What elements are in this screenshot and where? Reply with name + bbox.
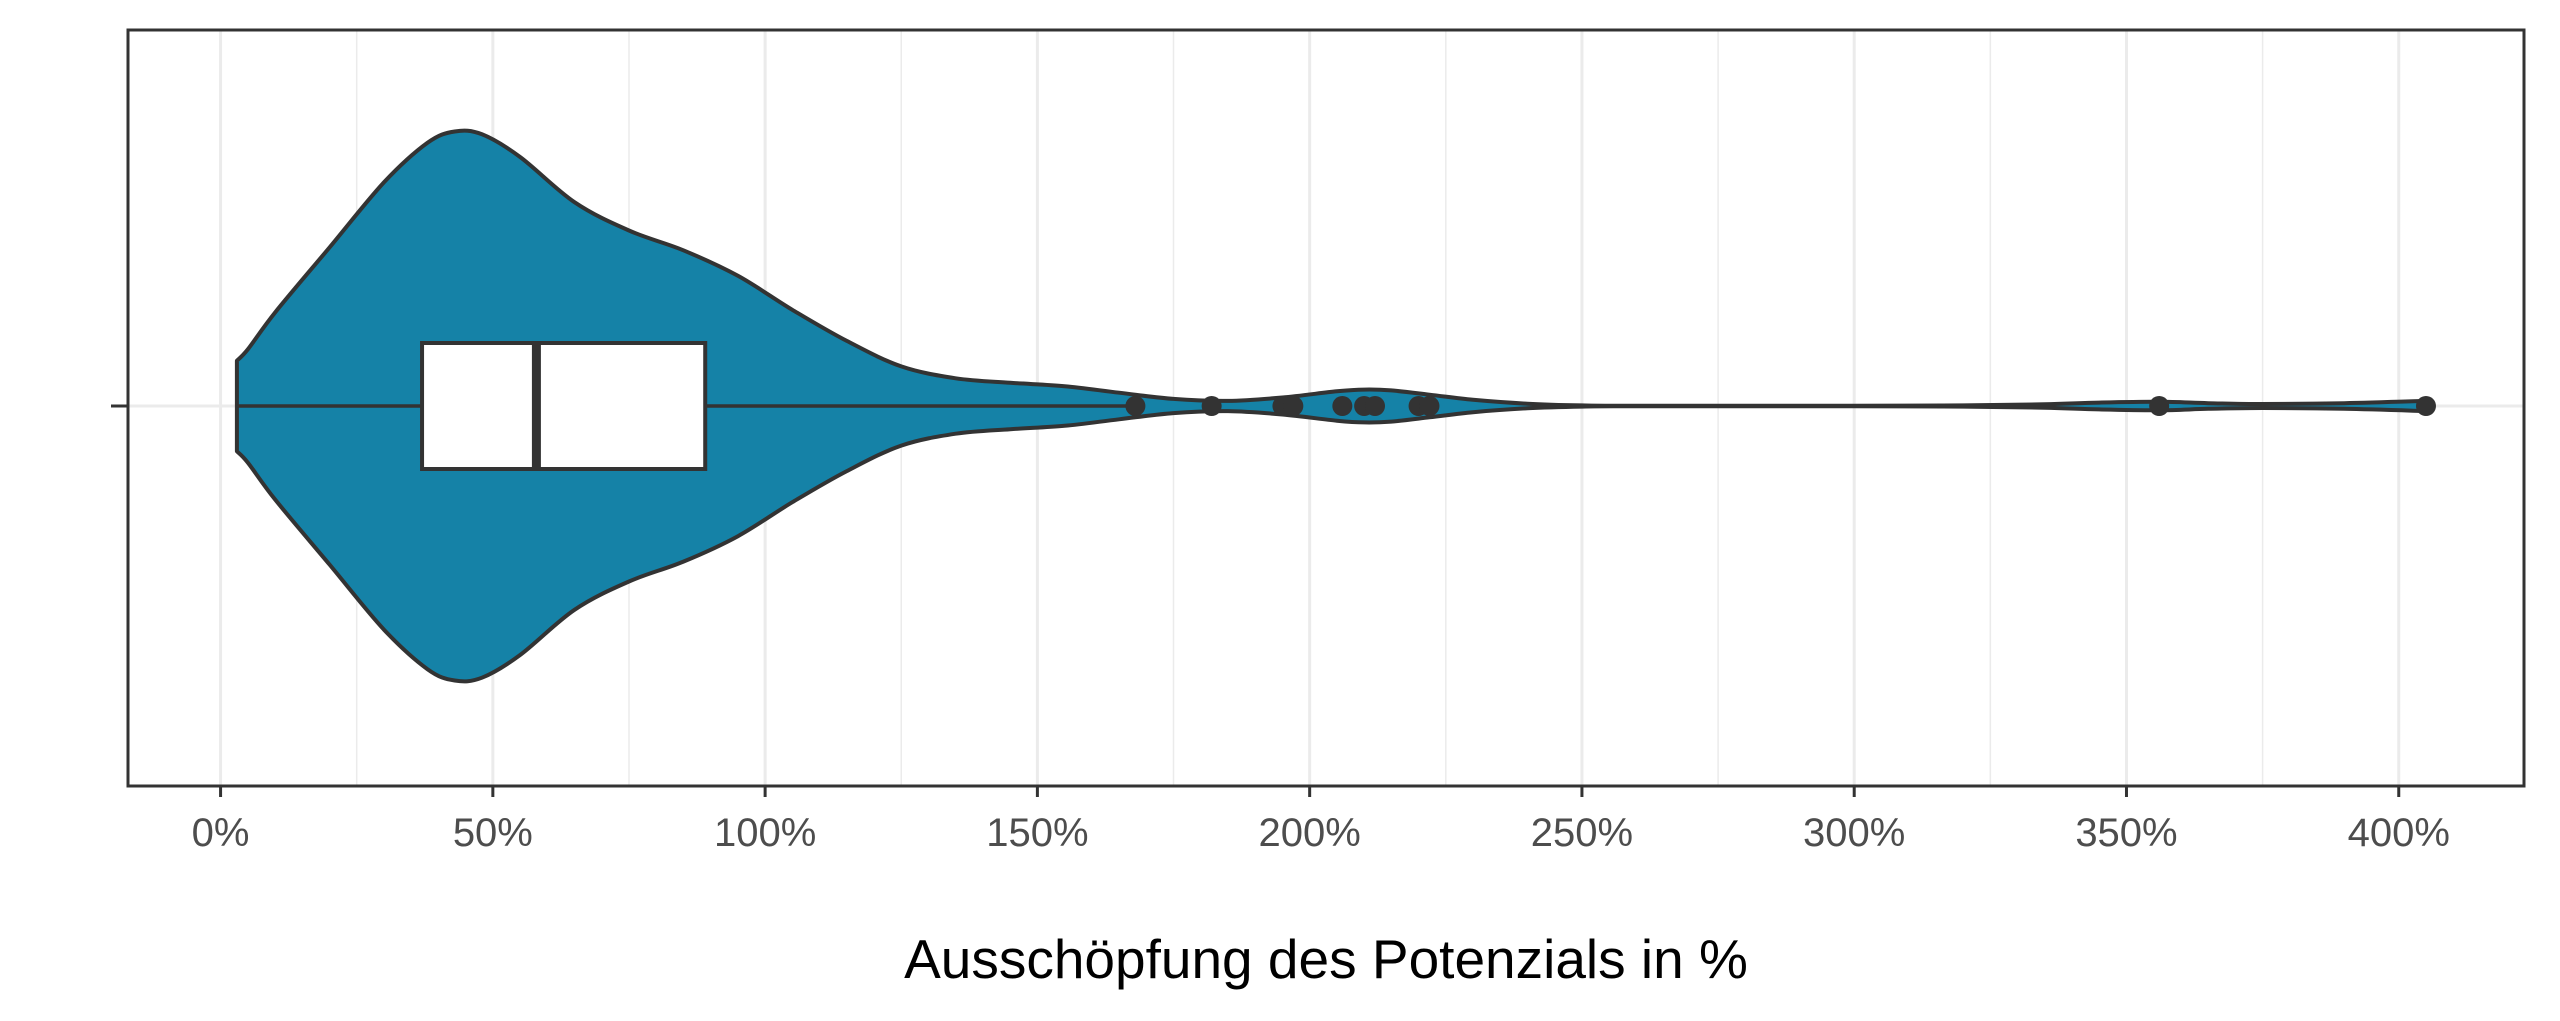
outlier-points [1125, 396, 2436, 416]
iqr-box [420, 341, 708, 471]
x-axis-title: Ausschöpfung des Potenzials in % [904, 928, 1748, 990]
outlier-point [2149, 396, 2170, 416]
x-tick-label: 0% [192, 811, 250, 855]
outlier-point [1283, 396, 1304, 416]
outlier-point [1125, 396, 1146, 416]
x-tick-label: 150% [986, 811, 1088, 855]
outlier-point [1419, 396, 1440, 416]
x-tick-label: 200% [1259, 811, 1361, 855]
x-axis: 0% 50% 100% 150% 200% 250% 300% 350% 400% [111, 404, 2450, 855]
x-tick-label: 50% [453, 811, 533, 855]
outlier-point [2415, 396, 2436, 416]
x-tick-label: 250% [1531, 811, 1633, 855]
outlier-point [1365, 396, 1386, 416]
x-tick-label: 300% [1803, 811, 1905, 855]
outlier-point [1332, 396, 1353, 416]
x-tick-label: 350% [2075, 811, 2177, 855]
boxplot-layer [236, 341, 1136, 471]
outlier-point [1201, 396, 1222, 416]
x-tick-label: 400% [2348, 811, 2450, 855]
x-tick-label: 100% [714, 811, 816, 855]
panel-border [126, 28, 2526, 788]
